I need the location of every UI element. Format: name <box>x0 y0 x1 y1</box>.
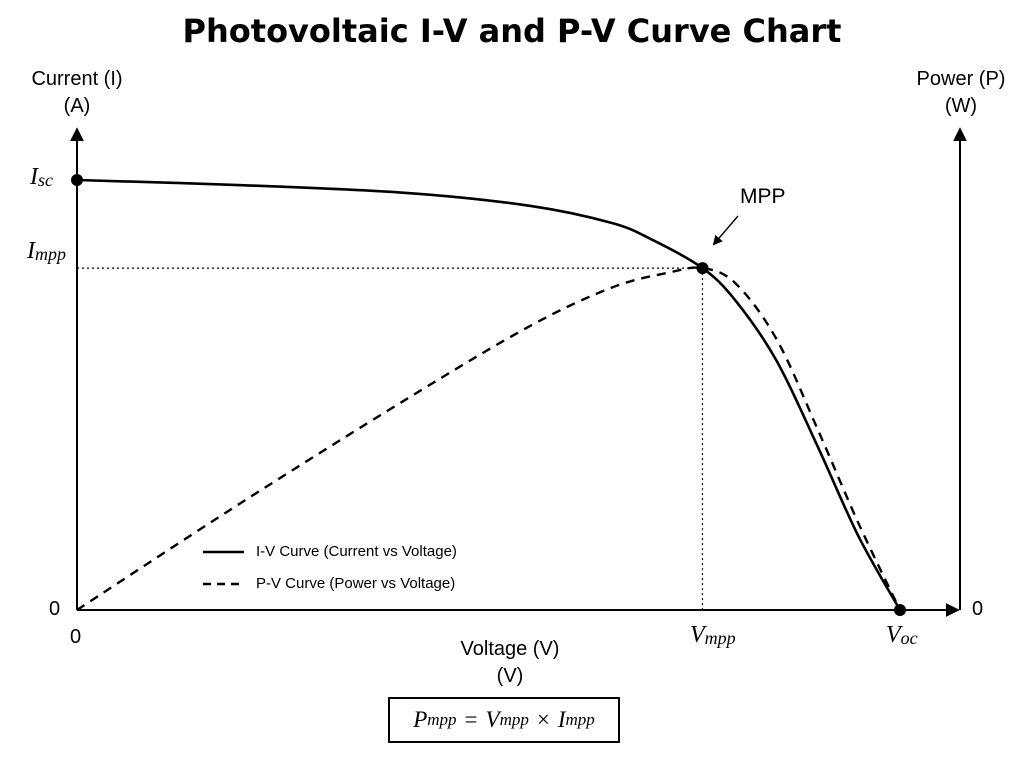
x-axis-zero-tick: 0 <box>70 626 82 648</box>
formula-i-sub: mpp <box>565 710 595 729</box>
formula-p: P <box>413 707 428 732</box>
voc-label-sub: oc <box>900 628 918 648</box>
formula-p-sub: mpp <box>427 710 457 729</box>
iv-curve-line <box>76 178 902 611</box>
formula-v-sub: mpp <box>499 710 529 729</box>
isc-label-sub: sc <box>38 170 53 190</box>
impp-label-sub: mpp <box>35 244 66 264</box>
isc-label: Isc <box>30 164 53 191</box>
left-axis-zero-tick: 0 <box>49 598 61 620</box>
x-axis-label: Voltage (V) (V) <box>430 636 590 690</box>
legend-pv-label: P-V Curve (Power vs Voltage) <box>256 575 456 592</box>
vmpp-label-main: V <box>690 622 705 648</box>
vmpp-label-sub: mpp <box>704 628 736 648</box>
left-axis-label-line1: Current (I) <box>31 68 123 90</box>
left-axis-label-line2: (A) <box>63 95 91 117</box>
right-axis-zero-tick: 0 <box>972 598 984 620</box>
formula-v: V <box>485 707 500 732</box>
isc-label-main: I <box>30 164 38 190</box>
voc-point <box>894 604 906 616</box>
right-axis-label: Power (P) (W) <box>900 66 1022 120</box>
x-axis-label-line2: (V) <box>496 665 524 687</box>
right-axis-label-line2: (W) <box>944 95 978 117</box>
x-axis-label-line1: Voltage (V) <box>460 638 560 660</box>
chart-title: Photovoltaic I-V and P-V Curve Chart <box>182 12 842 50</box>
voc-label: Voc <box>886 622 918 649</box>
right-axis-label-line1: Power (P) <box>916 68 1006 90</box>
voc-label-main: V <box>886 622 901 648</box>
isc-point <box>71 174 83 186</box>
impp-label: Impp <box>27 238 66 265</box>
mpp-annotation: MPP <box>740 185 786 208</box>
impp-label-main: I <box>27 238 35 264</box>
left-axis-label: Current (I) (A) <box>18 66 136 120</box>
mpp-annotation-arrow <box>712 215 739 246</box>
formula-times: × <box>536 707 550 732</box>
legend-iv-label: I-V Curve (Current vs Voltage) <box>256 543 457 560</box>
vmpp-label: Vmpp <box>690 622 736 649</box>
mpp-point <box>696 262 709 275</box>
pv-curve-line <box>76 266 902 612</box>
formula-i: I <box>557 707 566 732</box>
formula-equals: = <box>464 707 478 732</box>
